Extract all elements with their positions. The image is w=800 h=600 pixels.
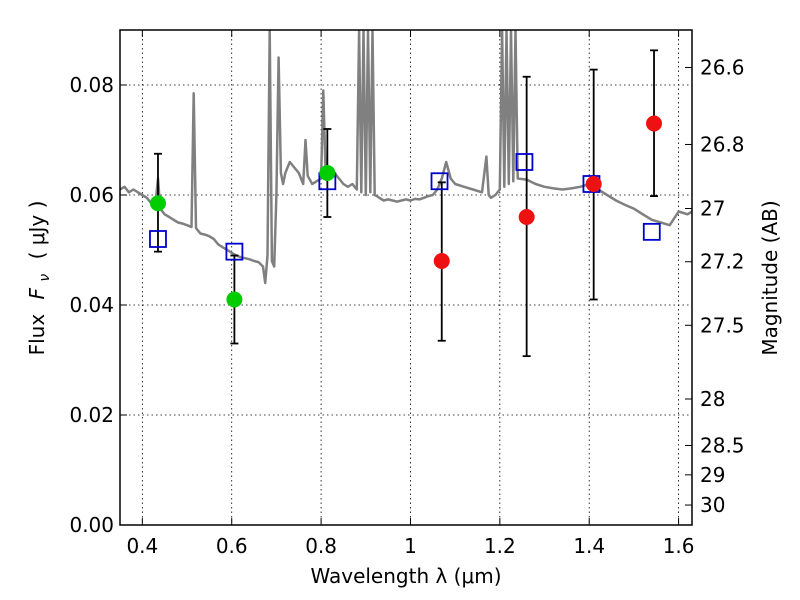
model-square-marker xyxy=(225,242,244,261)
x-tick-label: 1.2 xyxy=(484,534,516,558)
data-point-marker xyxy=(585,176,602,192)
model-square-marker xyxy=(515,153,534,171)
x-tick-label: 1.4 xyxy=(573,534,605,558)
y-tick-label: 0.08 xyxy=(69,73,114,97)
y-axis-label-unit: ( μJy ) xyxy=(25,201,49,260)
data-point-marker xyxy=(646,115,663,132)
model-square-marker xyxy=(642,222,661,241)
grid-lines xyxy=(120,30,692,526)
y-tick-label: 0.02 xyxy=(69,403,114,427)
x-tick-label: 0.6 xyxy=(216,534,248,558)
model-square-marker xyxy=(149,230,167,248)
x-tick-label: 0.4 xyxy=(126,534,158,558)
mag-tick-label: 27 xyxy=(700,196,725,220)
y-axis-label-prefix: Flux xyxy=(25,314,49,356)
mag-tick-label: 28 xyxy=(700,387,725,411)
x-tick-label: 1.6 xyxy=(663,534,695,558)
y-tick-label: 0.00 xyxy=(69,513,114,537)
y-tick-label: 0.06 xyxy=(69,183,114,207)
spectrum-layer xyxy=(120,30,692,285)
mag-tick-label: 27.2 xyxy=(700,250,745,274)
mag-tick-label: 30 xyxy=(700,493,725,517)
y-axis-label: Flux F ν ( μJy ) xyxy=(25,201,54,356)
data-point-marker xyxy=(433,253,450,269)
errorbar-layer xyxy=(153,49,659,358)
data-point-marker xyxy=(226,291,243,308)
plot-frame xyxy=(119,29,693,526)
y-axis-label-subscript: ν xyxy=(37,274,53,282)
svg-text:Flux F ν ( μ: Flux F ν ( μJy ) xyxy=(25,201,54,356)
data-point-marker xyxy=(319,165,336,181)
y-axis-label-symbol: F xyxy=(25,287,49,299)
data-point-marker xyxy=(518,209,535,225)
data-point-marker xyxy=(149,195,166,212)
mag-tick-label: 26.8 xyxy=(700,132,745,156)
mag-tick-label: 29 xyxy=(700,463,725,487)
model-square-marker xyxy=(430,172,449,191)
tick-layer: 0.4 0.6 0.8 1 1.2 1.4 1.6 0.00 0.02 0.04 0.06 0.08 2… xyxy=(69,30,745,558)
y-tick-label: 0.04 xyxy=(69,293,114,317)
mag-tick-label: 26.6 xyxy=(700,56,745,80)
marker-layer xyxy=(149,115,663,308)
spectrum-line xyxy=(120,30,692,285)
x-tick-label: 1 xyxy=(404,534,417,558)
x-tick-label: 0.8 xyxy=(305,534,337,558)
mag-tick-label: 28.5 xyxy=(700,433,745,457)
x-axis-label: Wavelength λ (μm) xyxy=(310,564,501,588)
mag-tick-label: 27.5 xyxy=(700,313,745,337)
y2-axis-label: Magnitude (AB) xyxy=(758,200,782,355)
